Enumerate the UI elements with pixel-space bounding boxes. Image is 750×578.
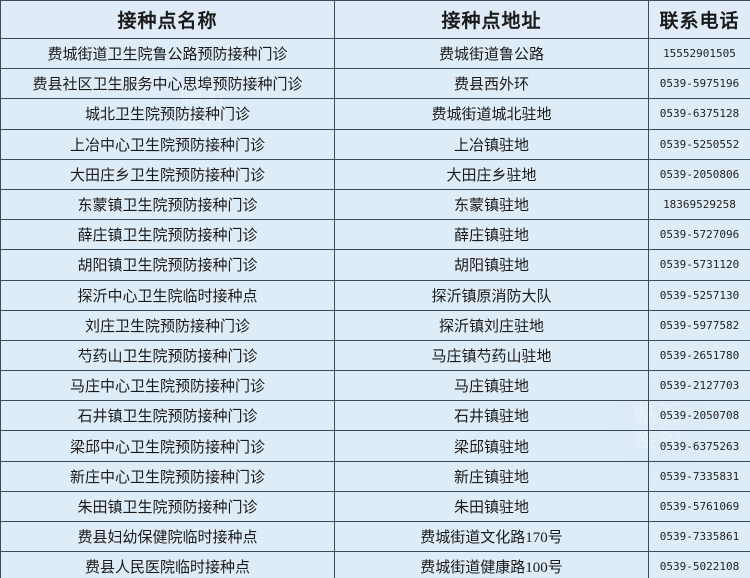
cell-site-name: 刘庄卫生院预防接种门诊	[0, 309, 335, 341]
table-body: 费城街道卫生院鲁公路预防接种门诊 费城街道鲁公路 15552901505 费县社区卫生…	[0, 37, 750, 578]
cell-contact-phone[interactable]: 0539-5257130	[648, 279, 750, 311]
cell-contact-phone[interactable]: 0539-5022108	[648, 551, 750, 578]
cell-site-address: 朱田镇驻地	[334, 490, 649, 523]
column-header-site-address: 接种点地址	[334, 0, 649, 39]
cell-site-address: 探沂镇刘庄驻地	[334, 309, 649, 341]
cell-contact-phone[interactable]: 0539-2050708	[648, 400, 750, 432]
cell-contact-phone[interactable]: 0539-2127703	[648, 370, 750, 402]
cell-contact-phone[interactable]: 0539-6375128	[648, 98, 750, 130]
table-row: 芍药山卫生院预防接种门诊 马庄镇芍药山驻地 0539-2651780	[0, 339, 750, 372]
table-row: 胡阳镇卫生院预防接种门诊 胡阳镇驻地 0539-5731120	[0, 249, 750, 281]
cell-contact-phone[interactable]: 15552901505	[648, 37, 750, 70]
cell-site-name: 费县人民医院临时接种点	[0, 551, 335, 578]
table-row: 东蒙镇卫生院预防接种门诊 东蒙镇驻地 18369529258	[0, 188, 750, 221]
cell-site-address: 费城街道文化路170号	[334, 520, 649, 553]
cell-site-name: 马庄中心卫生院预防接种门诊	[0, 370, 335, 402]
table-row: 费县妇幼保健院临时接种点 费城街道文化路170号 0539-7335861	[0, 520, 750, 553]
cell-contact-phone[interactable]: 0539-7335831	[648, 460, 750, 492]
cell-site-address: 梁邱镇驻地	[334, 430, 649, 462]
table-row: 刘庄卫生院预防接种门诊 探沂镇刘庄驻地 0539-5977582	[0, 309, 750, 341]
cell-site-address: 马庄镇驻地	[334, 370, 649, 402]
cell-site-name: 芍药山卫生院预防接种门诊	[0, 339, 335, 372]
cell-contact-phone[interactable]: 0539-5975196	[648, 68, 750, 100]
table-row: 费城街道卫生院鲁公路预防接种门诊 费城街道鲁公路 15552901505	[0, 37, 750, 70]
cell-site-name: 新庄中心卫生院预防接种门诊	[0, 460, 335, 492]
cell-site-address: 费城街道鲁公路	[334, 37, 649, 70]
table-row: 城北卫生院预防接种门诊 费城街道城北驻地 0539-6375128	[0, 98, 750, 130]
column-header-contact-phone: 联系电话	[648, 0, 750, 39]
table-row: 费县人民医院临时接种点 费城街道健康路100号 0539-5022108	[0, 551, 750, 578]
cell-contact-phone[interactable]: 0539-7335861	[648, 520, 750, 553]
cell-site-name: 城北卫生院预防接种门诊	[0, 98, 335, 130]
cell-contact-phone[interactable]: 0539-5761069	[648, 490, 750, 523]
table-row: 薛庄镇卫生院预防接种门诊 薛庄镇驻地 0539-5727096	[0, 219, 750, 251]
column-header-site-name: 接种点名称	[0, 0, 335, 39]
table-row: 石井镇卫生院预防接种门诊 石井镇驻地 0539-2050708	[0, 400, 750, 432]
cell-site-name: 费县社区卫生服务中心思埠预防接种门诊	[0, 68, 335, 100]
cell-site-address: 大田庄乡驻地	[334, 158, 649, 190]
table-row: 费县社区卫生服务中心思埠预防接种门诊 费县西外环 0539-5975196	[0, 68, 750, 100]
table-header-row: 接种点名称 接种点地址 联系电话	[0, 0, 750, 39]
cell-site-name: 梁邱中心卫生院预防接种门诊	[0, 430, 335, 462]
cell-site-address: 石井镇驻地	[334, 400, 649, 432]
table-row: 朱田镇卫生院预防接种门诊 朱田镇驻地 0539-5761069	[0, 490, 750, 523]
cell-contact-phone[interactable]: 18369529258	[648, 188, 750, 221]
cell-site-name: 薛庄镇卫生院预防接种门诊	[0, 219, 335, 251]
cell-contact-phone[interactable]: 0539-5731120	[648, 249, 750, 281]
cell-site-name: 大田庄乡卫生院预防接种门诊	[0, 158, 335, 190]
cell-contact-phone[interactable]: 0539-6375263	[648, 430, 750, 462]
cell-site-name: 胡阳镇卫生院预防接种门诊	[0, 249, 335, 281]
cell-site-name: 费城街道卫生院鲁公路预防接种门诊	[0, 37, 335, 70]
table-header: 接种点名称 接种点地址 联系电话	[0, 0, 750, 39]
cell-contact-phone[interactable]: 0539-2050806	[648, 158, 750, 190]
cell-contact-phone[interactable]: 0539-5250552	[648, 128, 750, 160]
cell-site-address: 上冶镇驻地	[334, 128, 649, 160]
table-row: 新庄中心卫生院预防接种门诊 新庄镇驻地 0539-7335831	[0, 460, 750, 492]
cell-site-name: 东蒙镇卫生院预防接种门诊	[0, 188, 335, 221]
cell-contact-phone[interactable]: 0539-5977582	[648, 309, 750, 341]
cell-site-address: 新庄镇驻地	[334, 460, 649, 492]
cell-site-name: 上冶中心卫生院预防接种门诊	[0, 128, 335, 160]
cell-site-address: 费城街道城北驻地	[334, 98, 649, 130]
cell-site-address: 马庄镇芍药山驻地	[334, 339, 649, 372]
cell-site-address: 胡阳镇驻地	[334, 249, 649, 281]
cell-site-address: 薛庄镇驻地	[334, 219, 649, 251]
table-row: 马庄中心卫生院预防接种门诊 马庄镇驻地 0539-2127703	[0, 370, 750, 402]
table-row: 大田庄乡卫生院预防接种门诊 大田庄乡驻地 0539-2050806	[0, 158, 750, 190]
cell-contact-phone[interactable]: 0539-2651780	[648, 339, 750, 372]
cell-site-address: 费县西外环	[334, 68, 649, 100]
cell-site-address: 探沂镇原消防大队	[334, 279, 649, 311]
cell-contact-phone[interactable]: 0539-5727096	[648, 219, 750, 251]
cell-site-name: 探沂中心卫生院临时接种点	[0, 279, 335, 311]
table-row: 探沂中心卫生院临时接种点 探沂镇原消防大队 0539-5257130	[0, 279, 750, 311]
cell-site-name: 石井镇卫生院预防接种门诊	[0, 400, 335, 432]
cell-site-address: 费城街道健康路100号	[334, 551, 649, 578]
table-row: 梁邱中心卫生院预防接种门诊 梁邱镇驻地 0539-6375263	[0, 430, 750, 462]
table-row: 上冶中心卫生院预防接种门诊 上冶镇驻地 0539-5250552	[0, 128, 750, 160]
cell-site-address: 东蒙镇驻地	[334, 188, 649, 221]
cell-site-name: 朱田镇卫生院预防接种门诊	[0, 490, 335, 523]
cell-site-name: 费县妇幼保健院临时接种点	[0, 520, 335, 553]
